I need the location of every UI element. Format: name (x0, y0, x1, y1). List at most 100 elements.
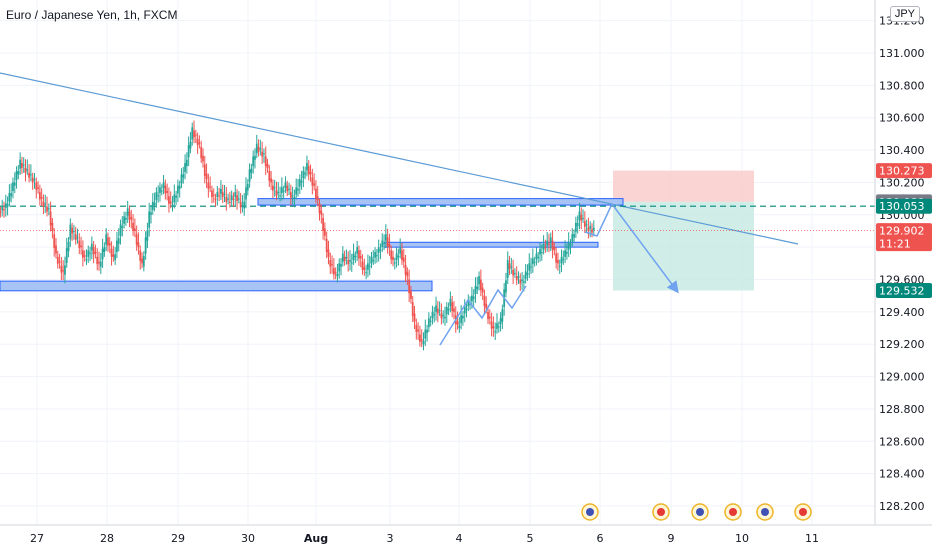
bullish-candle (182, 174, 185, 178)
bullish-candle (564, 250, 567, 257)
bearish-candle (202, 155, 204, 162)
bearish-candle (390, 250, 393, 260)
bearish-candle (135, 234, 138, 245)
price-axis[interactable]: 128.200 128.400 128.600 128.800 129.000 129.2… (874, 0, 932, 550)
bearish-candle (92, 247, 95, 255)
bullish-candle (354, 256, 357, 258)
price-tick-label: 130.400 (879, 144, 925, 157)
bearish-candle (31, 177, 34, 183)
bullish-candle (241, 205, 244, 207)
bearish-candle (587, 227, 590, 231)
bearish-candle (257, 146, 260, 152)
bullish-candle (505, 280, 507, 293)
bearish-candle (408, 279, 411, 294)
bullish-candle (22, 164, 25, 166)
bullish-candle (187, 145, 190, 158)
bearish-candle (24, 167, 27, 173)
bullish-candle (463, 305, 466, 314)
bullish-candle (254, 155, 256, 160)
event-icon (581, 503, 599, 521)
bullish-candle (171, 204, 174, 207)
economic-events[interactable] (581, 503, 812, 521)
bullish-candle (291, 195, 294, 197)
bearish-candle (316, 196, 319, 201)
bullish-candle (336, 273, 339, 277)
bearish-candle (420, 339, 423, 341)
bullish-candle (263, 153, 265, 155)
bullish-candle (365, 272, 368, 274)
bearish-candle (196, 138, 199, 146)
bearish-candle (451, 302, 454, 312)
bullish-candle (89, 252, 91, 254)
bearish-candle (361, 261, 364, 270)
bullish-candle (29, 174, 32, 176)
bullish-candle (76, 237, 79, 239)
bearish-candle (410, 290, 412, 299)
time-tick-label: 9 (668, 532, 675, 545)
bullish-candle (273, 187, 276, 189)
bullish-candle (33, 179, 36, 181)
bullish-candle (65, 247, 68, 263)
bearish-candle (411, 302, 414, 316)
candles (0, 120, 595, 351)
bearish-candle (130, 217, 133, 220)
bullish-candle (162, 182, 165, 189)
bullish-candle (176, 185, 179, 194)
bearish-candle (49, 211, 52, 226)
bullish-candle (175, 195, 177, 198)
bullish-candle (395, 253, 398, 261)
bearish-candle (307, 166, 310, 175)
bearish-candle (209, 186, 212, 188)
bullish-candle (393, 262, 396, 264)
bullish-candle (370, 256, 373, 264)
bullish-candle (47, 208, 50, 210)
bullish-candle (126, 208, 129, 216)
bearish-candle (332, 268, 335, 275)
bullish-candle (474, 285, 477, 295)
bullish-candle (297, 188, 299, 191)
resistance-zone (257, 198, 624, 206)
bearish-candle (166, 190, 169, 193)
bearish-candle (436, 308, 439, 314)
bearish-candle (55, 245, 57, 254)
bullish-candle (427, 318, 430, 328)
price-tick-label: 130.200 (879, 176, 925, 189)
bullish-candle (531, 258, 534, 265)
bearish-candle (94, 251, 97, 254)
bearish-candle (325, 239, 328, 252)
bullish-candle (90, 243, 93, 251)
bearish-candle (225, 196, 228, 202)
bullish-candle (341, 253, 344, 262)
price-tag-resistance: 130.053 (876, 198, 932, 214)
currency-label[interactable]: JPY (889, 6, 920, 22)
bearish-candle (519, 279, 522, 284)
bullish-candle (573, 234, 575, 238)
bullish-candle (302, 171, 305, 179)
time-axis[interactable]: 27 28 29 30 Aug 3 4 5 6 9 10 11 (0, 524, 932, 545)
bullish-candle (255, 143, 258, 154)
bullish-candle (173, 194, 176, 203)
bullish-candle (472, 296, 475, 299)
bullish-candle (567, 242, 570, 250)
bearish-candle (329, 260, 332, 267)
bearish-candle (128, 211, 131, 220)
bearish-candle (401, 250, 403, 261)
bullish-candle (220, 188, 222, 194)
bullish-candle (101, 248, 104, 260)
price-tick-label: 129.400 (879, 306, 925, 319)
price-tag-bg (876, 283, 932, 299)
bullish-candle (87, 250, 90, 257)
bearish-candle (440, 313, 443, 319)
event-dot (761, 508, 769, 516)
bearish-candle (212, 194, 215, 196)
mid-zone (383, 241, 599, 248)
bearish-candle (515, 276, 518, 281)
bullish-candle (13, 182, 16, 186)
bullish-candle (501, 309, 504, 322)
support-zone (0, 280, 433, 292)
bullish-candle (383, 243, 385, 245)
bullish-candle (293, 196, 296, 199)
bullish-candle (533, 261, 536, 263)
bullish-candle (44, 203, 47, 205)
